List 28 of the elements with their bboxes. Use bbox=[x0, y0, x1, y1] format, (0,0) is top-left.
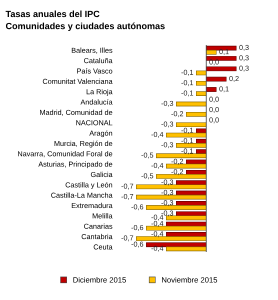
bar bbox=[136, 236, 207, 241]
text: Tasas anuales del IPC bbox=[6, 10, 100, 18]
bar bbox=[176, 143, 207, 148]
bar bbox=[176, 102, 207, 106]
bar bbox=[206, 46, 236, 50]
bar bbox=[196, 80, 207, 86]
bar bbox=[146, 226, 207, 231]
bar bbox=[196, 70, 207, 76]
bar bbox=[156, 174, 207, 179]
chart-subtitle: Comunidades y ciudades autónomas bbox=[6, 22, 165, 31]
bar bbox=[196, 149, 207, 154]
bar bbox=[166, 132, 207, 138]
bar bbox=[156, 153, 207, 158]
bar bbox=[166, 246, 207, 252]
bar bbox=[206, 87, 217, 92]
bar bbox=[146, 205, 207, 210]
bar bbox=[136, 194, 207, 200]
bar bbox=[206, 76, 227, 82]
bar bbox=[166, 215, 207, 220]
bar bbox=[196, 91, 207, 96]
bar bbox=[206, 56, 236, 61]
bar bbox=[166, 222, 207, 226]
bar bbox=[176, 122, 207, 128]
bar bbox=[206, 50, 217, 55]
bar bbox=[136, 184, 207, 190]
bar bbox=[166, 164, 207, 168]
bar bbox=[206, 66, 236, 72]
bar bbox=[186, 112, 207, 117]
